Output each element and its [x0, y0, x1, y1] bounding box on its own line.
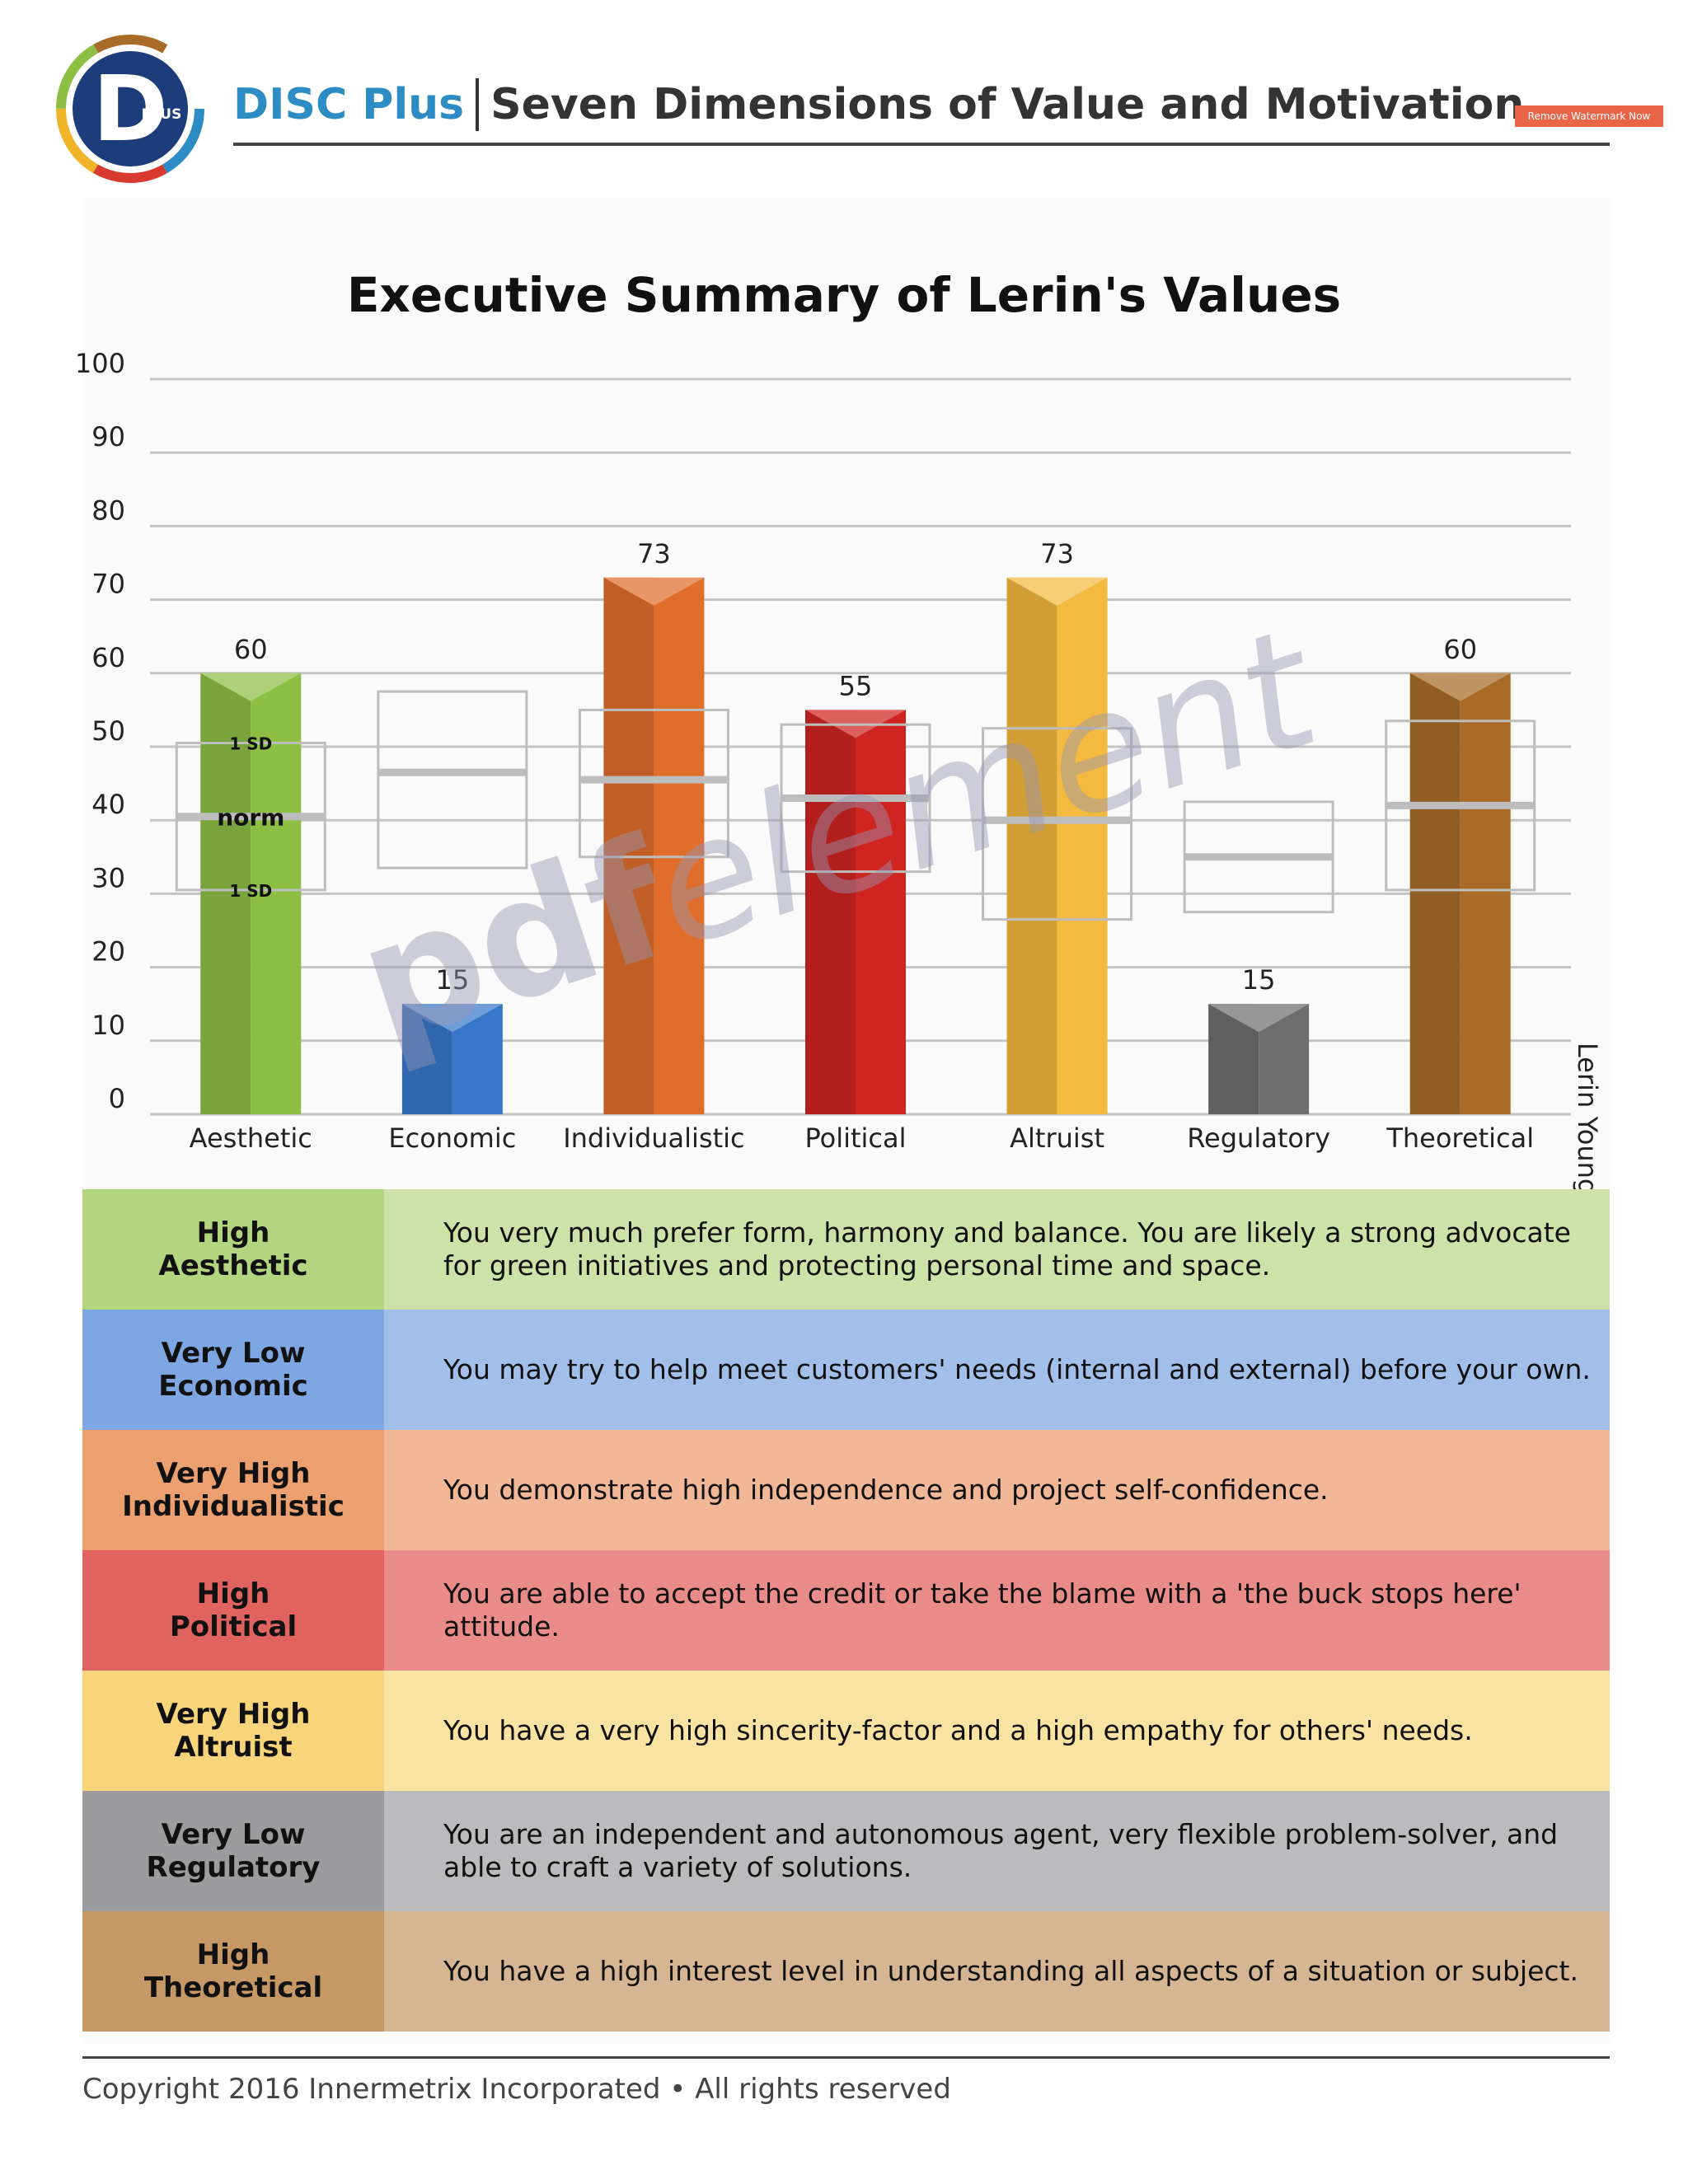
summary-row: Very Low Economic You may try to help meet…	[82, 1310, 1610, 1430]
value-label: 73	[1040, 538, 1074, 569]
side-label: Lerin Young	[1572, 1043, 1603, 1196]
norm-label: norm	[217, 804, 284, 832]
y-tick-label: 70	[91, 569, 125, 600]
value-label: 60	[234, 634, 268, 665]
remove-watermark-button[interactable]: Remove Watermark Now	[1515, 105, 1663, 127]
summary-label: Very Low Economic	[82, 1310, 384, 1430]
logo-letter: D	[92, 56, 167, 162]
bar-face	[1057, 577, 1108, 1114]
y-tick-label: 40	[91, 789, 125, 820]
summary-level: High	[196, 1938, 270, 1971]
category-label: Altruist	[1010, 1122, 1104, 1154]
logo-badge: PLUS	[142, 106, 182, 123]
summary-table: High Aesthetic You very much prefer form, …	[82, 1189, 1610, 2032]
summary-dimension: Regulatory	[146, 1851, 321, 1884]
sd-upper-label: 1 SD	[229, 734, 272, 754]
value-label: 15	[1242, 964, 1276, 996]
y-tick-label: 80	[91, 494, 125, 526]
bar-face	[856, 710, 906, 1114]
copyright: Copyright 2016 Innermetrix Incorporated …	[82, 2073, 951, 2106]
summary-label: High Theoretical	[82, 1911, 384, 2032]
bar-top	[603, 577, 705, 606]
summary-row: High Theoretical You have a high interest …	[82, 1911, 1610, 2032]
summary-dimension: Individualistic	[122, 1490, 345, 1523]
y-tick-label: 100	[75, 348, 125, 379]
header: DISC Plus Seven Dimensions of Value and …	[233, 76, 1524, 134]
summary-row: Very Low Regulatory You are an independent…	[82, 1791, 1610, 1911]
bar-face	[251, 673, 302, 1114]
values-bar-chart: 0 10 20 30 40 50 60 70 80 90 100 60 Aesthetic 1 SD nor…	[75, 348, 1571, 1154]
summary-dimension: Theoretical	[143, 1971, 323, 2004]
summary-label: High Political	[82, 1550, 384, 1671]
bar-top	[1006, 577, 1108, 606]
summary-dimension: Aesthetic	[158, 1249, 308, 1282]
page-title: Seven Dimensions of Value and Motivation	[490, 80, 1525, 129]
bar-top	[200, 673, 302, 701]
summary-dimension: Altruist	[174, 1731, 293, 1764]
category-label: Political	[804, 1122, 906, 1154]
summary-row: High Political You are able to accept the …	[82, 1550, 1610, 1671]
y-tick-label: 90	[91, 421, 125, 452]
bar	[1006, 577, 1057, 1114]
summary-level: High	[196, 1216, 270, 1249]
summary-label: Very High Altruist	[82, 1671, 384, 1791]
disc-plus-logo: D PLUS	[56, 35, 204, 183]
bar	[805, 710, 856, 1114]
summary-dimension: Political	[169, 1610, 298, 1643]
value-label: 55	[839, 670, 873, 701]
summary-description: You may try to help meet customers' need…	[384, 1310, 1610, 1430]
bar-face	[1460, 673, 1511, 1114]
summary-row: Very High Individualistic You demonstrate …	[82, 1430, 1610, 1550]
summary-level: Very High	[156, 1698, 311, 1731]
category-label: Theoretical	[1386, 1122, 1534, 1154]
chart-title: Executive Summary of Lerin's Values	[346, 267, 1342, 323]
summary-description: You have a very high sincerity-factor an…	[384, 1671, 1610, 1791]
y-tick-label: 0	[109, 1083, 125, 1114]
summary-row: Very High Altruist You have a very high si…	[82, 1671, 1610, 1791]
bar-top	[401, 1004, 503, 1033]
norm-box	[377, 690, 528, 869]
summary-description: You are able to accept the credit or tak…	[384, 1550, 1610, 1671]
y-tick-label: 20	[91, 936, 125, 968]
bar-top	[1208, 1004, 1310, 1033]
summary-description: You very much prefer form, harmony and b…	[384, 1189, 1610, 1310]
value-label: 60	[1443, 634, 1477, 665]
summary-row: High Aesthetic You very much prefer form, …	[82, 1189, 1610, 1310]
summary-label: Very High Individualistic	[82, 1430, 384, 1550]
summary-level: High	[196, 1577, 270, 1610]
summary-label: High Aesthetic	[82, 1189, 384, 1310]
bar	[200, 673, 251, 1114]
summary-level: Very Low	[161, 1818, 306, 1851]
category-label: Regulatory	[1187, 1122, 1330, 1154]
footer-rule	[82, 2056, 1610, 2059]
bar	[1409, 673, 1461, 1114]
y-tick-label: 50	[91, 715, 125, 747]
brand-name: DISC Plus	[233, 80, 465, 129]
category-label: Individualistic	[563, 1122, 744, 1154]
header-rule	[233, 143, 1610, 146]
value-label: 73	[637, 538, 671, 569]
summary-description: You demonstrate high independence and pr…	[384, 1430, 1610, 1550]
bar-face	[654, 577, 705, 1114]
category-label: Economic	[388, 1122, 516, 1154]
summary-level: Very Low	[161, 1337, 306, 1370]
y-tick-label: 60	[91, 642, 125, 673]
header-separator	[476, 78, 480, 131]
y-tick-label: 10	[91, 1010, 125, 1041]
y-tick-label: 30	[91, 862, 125, 893]
summary-description: You are an independent and autonomous ag…	[384, 1791, 1610, 1911]
summary-level: Very High	[156, 1457, 311, 1490]
summary-description: You have a high interest level in unders…	[384, 1911, 1610, 2032]
category-label: Aesthetic	[190, 1122, 312, 1154]
summary-dimension: Economic	[158, 1370, 308, 1403]
value-label: 15	[435, 964, 469, 996]
bar	[603, 577, 654, 1114]
summary-label: Very Low Regulatory	[82, 1791, 384, 1911]
bar-top	[1409, 673, 1511, 701]
sd-lower-label: 1 SD	[229, 881, 272, 901]
